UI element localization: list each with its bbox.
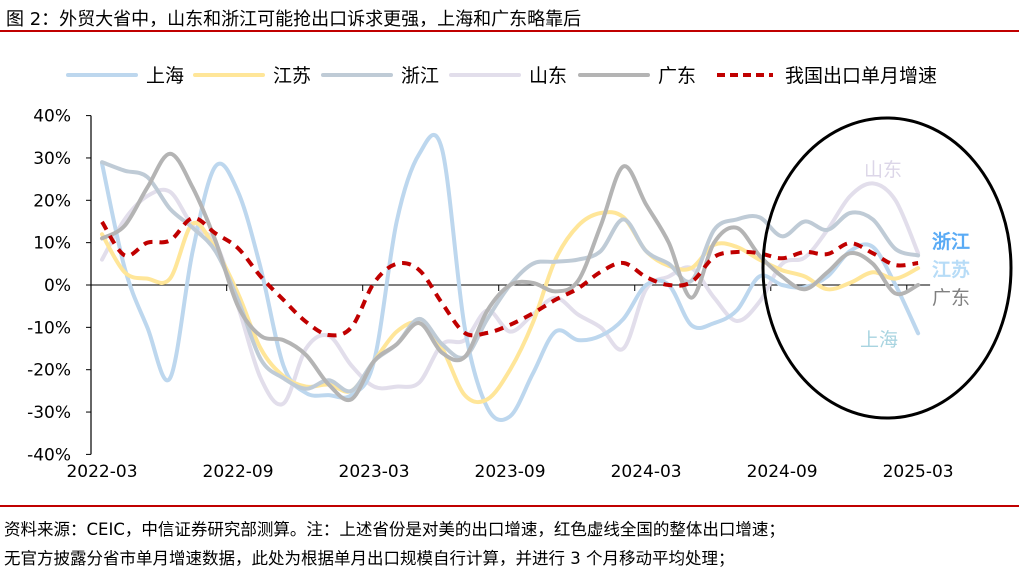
legend-label-1: 江苏 <box>273 65 311 87</box>
legend-label-5: 我国出口单月增速 <box>785 65 937 87</box>
method-note: 无官方披露分省市单月增速数据，此处为根据单月出口规模自行计算，并进行 3 个月移… <box>4 549 735 568</box>
x-tick-label: 2023-09 <box>475 462 546 482</box>
figure-title: 图 2：外贸大省中，山东和浙江可能抢出口诉求更强，上海和广东略靠后 <box>6 9 582 30</box>
y-tick-label: 30% <box>33 149 71 169</box>
y-tick-label: -10% <box>27 318 71 338</box>
y-tick-label: -30% <box>27 403 71 423</box>
y-tick-label: 40% <box>33 107 71 127</box>
legend-label-0: 上海 <box>146 65 184 87</box>
x-tick-label: 2022-09 <box>203 462 274 482</box>
y-tick-label: 10% <box>33 234 71 254</box>
title-rule <box>0 30 1019 32</box>
annotation-label-2: 江苏 <box>932 258 970 281</box>
series-line-0 <box>100 133 921 422</box>
y-tick-label: -40% <box>27 445 71 465</box>
y-tick-label: -20% <box>27 361 71 381</box>
x-tick-label: 2023-03 <box>339 462 410 482</box>
legend-label-3: 山东 <box>529 65 567 87</box>
annotation-label-3: 广东 <box>932 287 970 309</box>
series-line-4 <box>100 151 921 403</box>
series-line-1 <box>100 210 921 405</box>
y-tick-label: 0% <box>44 276 71 296</box>
footer-rule <box>0 505 1019 507</box>
x-tick-label: 2025-03 <box>883 462 954 482</box>
annotation-label-4: 上海 <box>860 329 898 351</box>
series-line-2 <box>100 160 921 394</box>
source-note: 资料来源：CEIC，中信证券研究部测算。注：上述省份是对美的出口增速，红色虚线全… <box>4 520 785 539</box>
x-tick-label: 2022-03 <box>66 462 137 482</box>
annotation-label-0: 山东 <box>864 159 902 181</box>
annotation-label-1: 浙江 <box>932 230 970 253</box>
legend-label-4: 广东 <box>658 65 696 87</box>
series-line-5 <box>100 216 919 338</box>
x-tick-label: 2024-03 <box>611 462 682 482</box>
y-tick-label: 20% <box>33 191 71 211</box>
line-chart: 40% 30% 20% 10% 0% -10% -20% -30% -40%2022-03 202… <box>27 65 1013 482</box>
highlight-ellipse <box>761 116 1013 420</box>
legend: 上海 江苏 浙江 山东 广东 我国出口单月增速 <box>66 65 937 87</box>
x-tick-label: 2024-09 <box>747 462 818 482</box>
legend-label-2: 浙江 <box>401 65 439 87</box>
